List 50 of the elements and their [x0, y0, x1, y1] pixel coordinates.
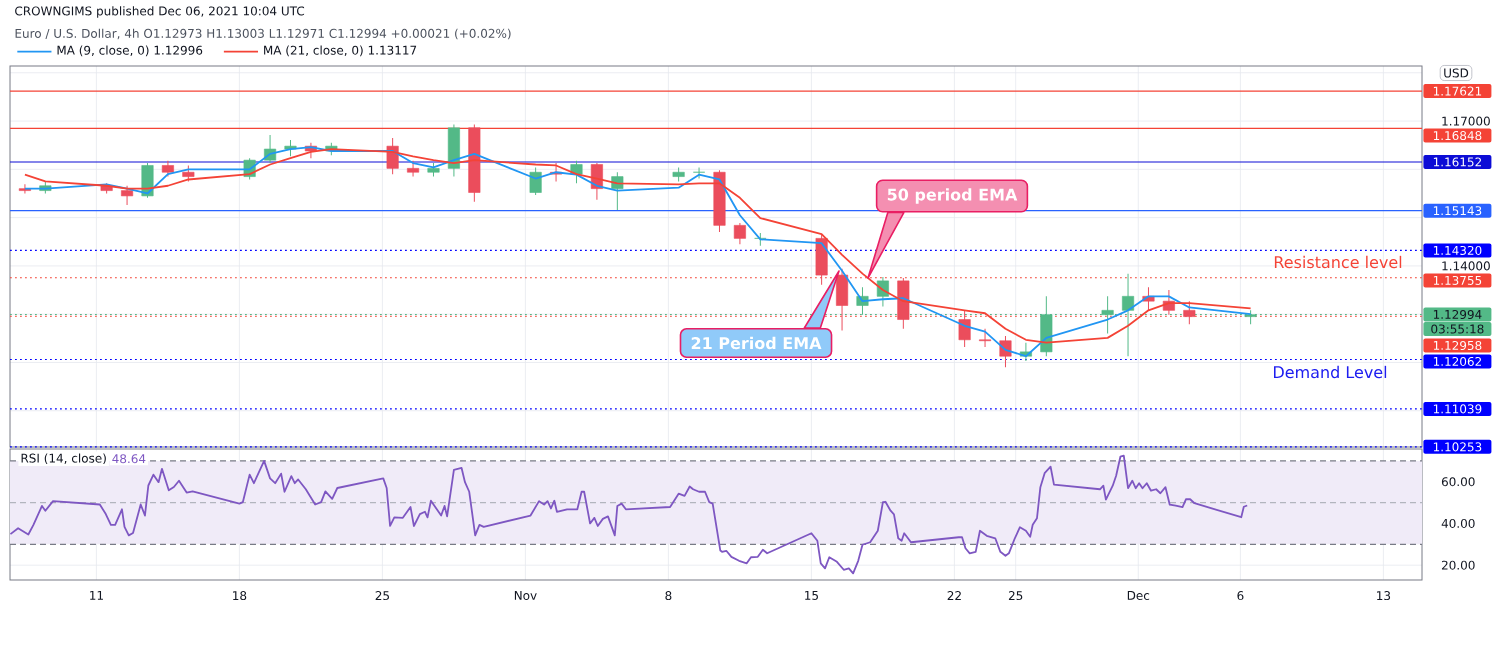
annotation: 48.64	[112, 454, 146, 464]
text: CROWNGIMS published Dec 06, 2021 10:04 UTC	[15, 6, 305, 18]
x-tick-label: 11	[90, 591, 103, 600]
candlestick	[733, 222, 746, 245]
ref-line-label: 1.14320	[1433, 245, 1482, 255]
text: USD	[1444, 68, 1469, 78]
x-tick-label: 25	[1008, 591, 1023, 601]
candlestick	[979, 328, 992, 348]
legend-label: MA (9, close, 0) 1.12996	[57, 45, 203, 57]
candlestick	[1101, 295, 1114, 335]
x-tick-label: 18	[233, 591, 247, 601]
legend-label: MA (21, close, 0) 1.13117	[264, 45, 417, 57]
candlestick	[407, 160, 420, 178]
candlestick	[570, 160, 583, 184]
y-tick-label: 60.00	[1441, 477, 1475, 487]
chart-title: Euro / U.S. Dollar, 4h O1.12973 H1.13003 L1.12971 C1.12994 +0.00021 (+0.02%)	[15, 28, 511, 40]
candlestick	[121, 185, 134, 206]
text: 03:55:18	[1431, 324, 1484, 334]
y-tick-label: 20.00	[1441, 560, 1475, 570]
x-tick-label: 15	[805, 591, 818, 600]
x-tick-label: Nov	[514, 591, 537, 600]
x-tick-label: 13	[1377, 591, 1391, 601]
y-tick-label: 40.00	[1441, 518, 1475, 528]
line-series	[9, 454, 1249, 575]
x-tick-label: 6	[1237, 591, 1244, 601]
ref-line-label: 1.15143	[1433, 206, 1482, 216]
annotation: 50 period EMA	[887, 188, 1018, 204]
annotation: Demand Level	[1273, 365, 1387, 379]
annotation: Resistance level	[1274, 255, 1402, 269]
candlestick	[1183, 300, 1196, 325]
candlestick	[693, 166, 706, 180]
ref-line-label: 1.12994	[1433, 309, 1482, 320]
candlestick	[958, 309, 971, 348]
y-tick-label: 1.17000	[1442, 116, 1490, 126]
x-tick-label: 25	[375, 591, 389, 601]
ref-line-label: 1.13755	[1433, 275, 1482, 285]
x-tick-label: 22	[947, 591, 961, 600]
ref-line-label: 1.16848	[1433, 131, 1482, 141]
y-tick-label: 1.14000	[1442, 261, 1490, 271]
ref-line-label: 1.10253	[1433, 442, 1482, 452]
ref-line-label: 1.11039	[1433, 404, 1482, 414]
x-tick-label: Dec	[1127, 591, 1150, 600]
chart-title: RSI (14, close)	[21, 453, 106, 465]
candlestick	[529, 166, 542, 196]
annotation: 21 Period EMA	[691, 336, 822, 350]
ref-line-label: 1.12958	[1433, 340, 1482, 351]
ref-line-label: 1.12062	[1433, 356, 1481, 367]
ref-line-label: 1.17621	[1433, 86, 1482, 96]
x-tick-label: 8	[665, 591, 672, 601]
ref-line-label: 1.16152	[1433, 157, 1481, 167]
